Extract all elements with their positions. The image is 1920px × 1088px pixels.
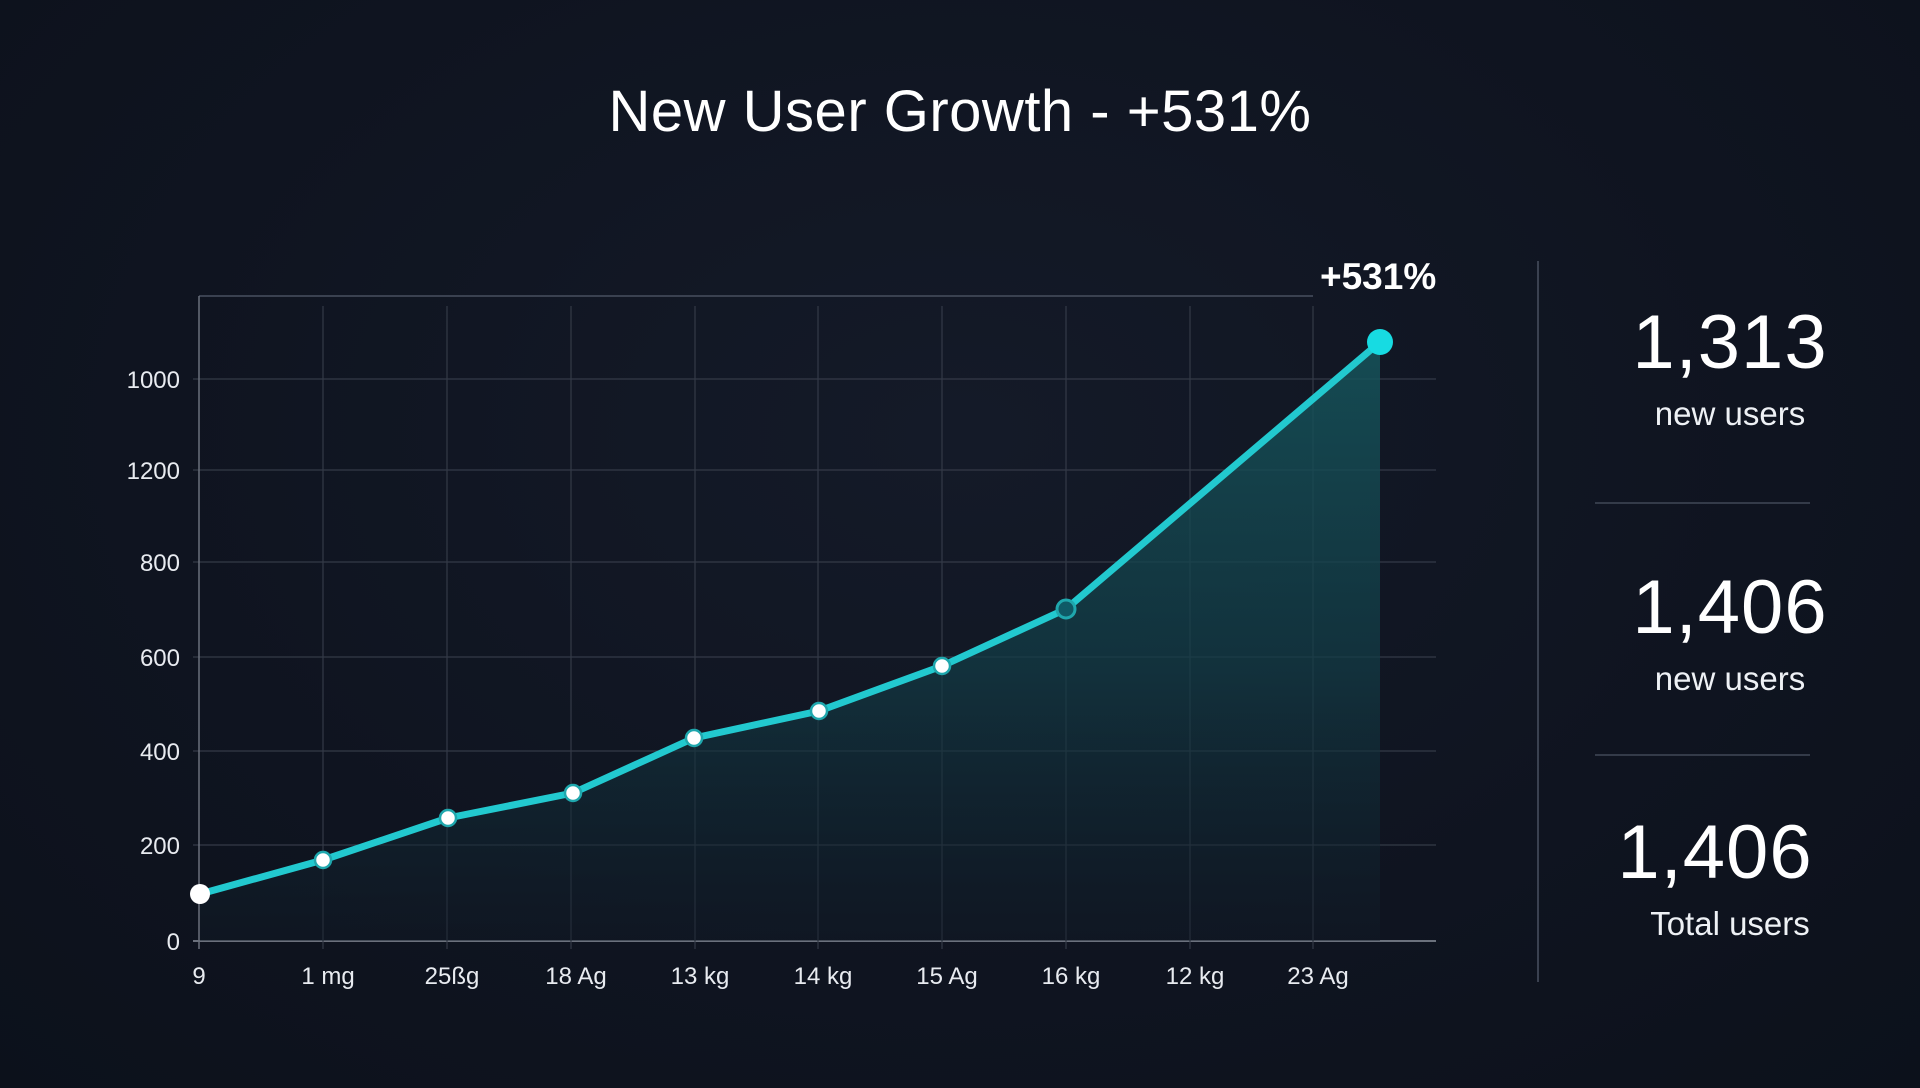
x-tick-label: 23 Ag: [1287, 963, 1348, 990]
growth-annotation: +531%: [1320, 256, 1436, 297]
stat-label: new users: [1654, 395, 1806, 432]
x-tick-label: 16 kg: [1042, 963, 1101, 990]
y-axis-labels: 1000 1200 800 600 400 200 0: [127, 367, 180, 956]
x-tick-label: 12 kg: [1166, 963, 1225, 990]
y-tick-label: 1200: [127, 458, 180, 485]
data-point-marker: [684, 728, 704, 748]
data-point-marker: [563, 783, 583, 803]
x-tick-label: 9: [192, 963, 205, 990]
x-tick-label: 25ßg: [425, 963, 480, 990]
endpoint-marker: [1367, 329, 1393, 355]
stat-value: 1,406: [1632, 565, 1828, 650]
chart-title: New User Growth - +531%: [608, 79, 1312, 144]
x-axis-labels: 9 1 mg 25ßg 18 Ag 13 kg 14 kg 15 Ag 16 kg 12 kg 2…: [192, 963, 1348, 990]
y-tick-label: 0: [167, 929, 180, 956]
x-tick-label: 1 mg: [301, 963, 354, 990]
data-point-marker: [932, 656, 952, 676]
stat-separator: [1595, 502, 1810, 504]
data-point-marker: [438, 808, 458, 828]
area-fill: [200, 342, 1380, 941]
stat-new-users-1: 1,313 new users: [1560, 305, 1900, 433]
y-tick-label: 600: [140, 645, 180, 672]
stat-label: Total users: [1650, 905, 1810, 942]
data-point-marker: [313, 850, 333, 870]
x-tick-label: 13 kg: [671, 963, 730, 990]
stat-new-users-2: 1,406 new users: [1560, 570, 1900, 698]
start-point-marker: [190, 884, 210, 904]
stat-label: new users: [1654, 660, 1806, 697]
y-tick-label: 1000: [127, 367, 180, 394]
stat-total-users: 1,406 Total users: [1545, 815, 1885, 943]
y-tick-label: 800: [140, 550, 180, 577]
x-tick-label: 18 Ag: [545, 963, 606, 990]
x-tick-label: 15 Ag: [916, 963, 977, 990]
stat-value: 1,406: [1617, 810, 1813, 895]
y-tick-label: 200: [140, 833, 180, 860]
stat-separator: [1595, 754, 1810, 756]
x-tick-label: 14 kg: [794, 963, 853, 990]
stat-value: 1,313: [1632, 300, 1828, 385]
data-point-marker: [1055, 598, 1077, 620]
side-panel-divider: [1537, 261, 1539, 982]
data-points: [190, 329, 1393, 904]
data-point-marker: [809, 701, 829, 721]
y-tick-label: 400: [140, 739, 180, 766]
area-shape: [200, 342, 1380, 941]
